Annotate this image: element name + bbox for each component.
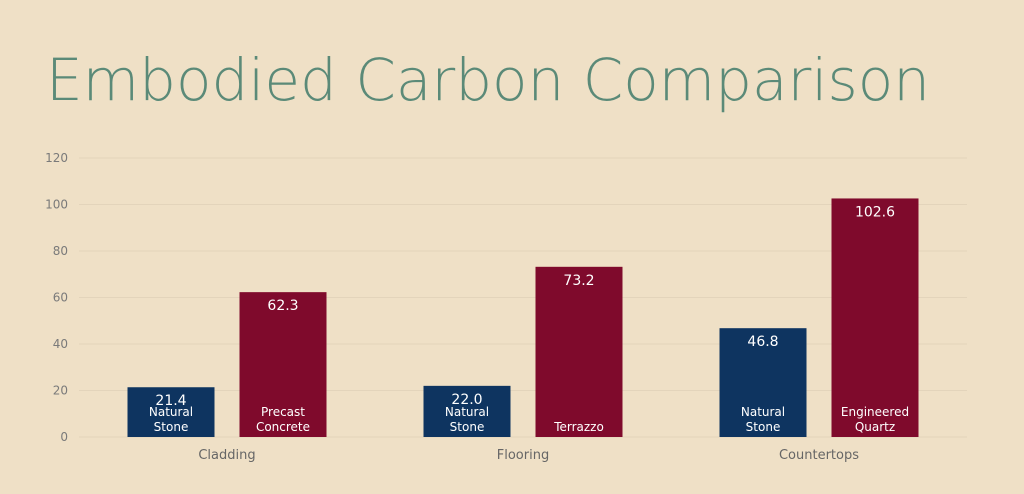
bar	[127, 387, 215, 437]
x-tick-label: Cladding	[198, 448, 255, 463]
bar	[535, 266, 623, 437]
value-label: 73.2	[563, 273, 594, 289]
y-tick-label: 100	[45, 198, 68, 212]
bar-label-line: Natural	[149, 405, 193, 419]
bar-label-line: Stone	[154, 420, 189, 434]
y-tick-label: 0	[60, 430, 68, 444]
bar-label-line: Precast	[261, 405, 305, 419]
y-tick-label: 40	[53, 337, 68, 351]
y-tick-label: 20	[53, 384, 68, 398]
bar-label: Engineered Quartz	[841, 405, 909, 434]
bar	[423, 385, 511, 437]
value-label: 22.0	[451, 392, 482, 408]
bar-label-line: Terrazzo	[553, 420, 604, 434]
x-tick-label: Countertops	[779, 448, 859, 463]
bar-label-line: Stone	[450, 420, 485, 434]
bar	[719, 328, 807, 437]
x-tick-label: Flooring	[497, 448, 549, 463]
bar-label: Natural Stone	[445, 405, 489, 434]
value-label: 46.8	[747, 334, 778, 350]
y-tick-label: 60	[53, 291, 68, 305]
bar-label-line: Concrete	[256, 420, 310, 434]
bar	[239, 292, 327, 437]
value-label: 62.3	[267, 298, 298, 314]
y-tick-label: 120	[45, 151, 68, 165]
bar-label-line: Engineered	[841, 405, 909, 419]
bar-label-line: Stone	[746, 420, 781, 434]
bar-label: Terrazzo	[553, 420, 604, 434]
bar-label: Natural Stone	[741, 405, 785, 434]
bar-label: Natural Stone	[149, 405, 193, 434]
chart-title: Embodied Carbon Comparison	[46, 46, 930, 114]
value-label: 102.6	[855, 204, 895, 220]
y-tick-label: 80	[53, 244, 68, 258]
bar-label-line: Quartz	[855, 420, 895, 434]
value-label: 21.4	[155, 393, 186, 409]
bar-label: Precast Concrete	[256, 405, 310, 434]
bar-label-line: Natural	[741, 405, 785, 419]
bar	[831, 198, 919, 437]
bar-label-line: Natural	[445, 405, 489, 419]
